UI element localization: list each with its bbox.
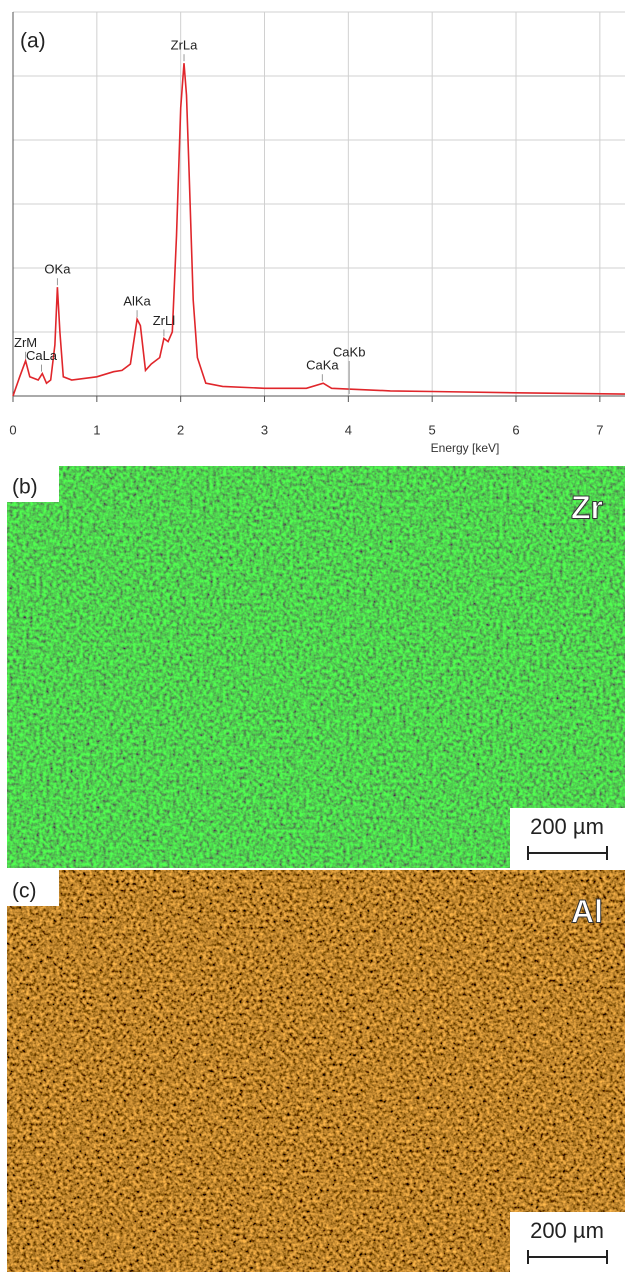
panel-label: (a)	[20, 30, 46, 53]
scale-bar-label: 200 µm	[530, 814, 604, 839]
annotation: ZrLl	[153, 313, 176, 328]
label-box	[7, 870, 59, 906]
annotation: OKa	[44, 262, 71, 277]
scale-box	[510, 1212, 625, 1272]
spectrum-line	[12, 63, 625, 397]
chart-background	[0, 0, 625, 462]
annotation: CaKa	[306, 358, 339, 373]
scale-bar	[527, 846, 608, 860]
x-tick-label: 5	[429, 422, 436, 437]
annotation: CaKb	[333, 344, 366, 359]
annotation: AlKa	[123, 294, 151, 309]
panel-label: (c)	[12, 880, 37, 903]
element-label: Al	[571, 893, 603, 929]
al-map	[7, 870, 625, 1272]
zr-map	[7, 466, 625, 868]
x-tick-label: 6	[512, 422, 519, 437]
x-tick-label: 1	[93, 422, 100, 437]
annotation: ZrLa	[171, 38, 199, 53]
annotation: ZrM	[14, 335, 37, 350]
x-tick-label: 2	[177, 422, 184, 437]
x-tick-label: 0	[9, 422, 16, 437]
x-tick-label: 3	[261, 422, 268, 437]
panel-label: (b)	[12, 476, 38, 499]
x-tick-label: 4	[345, 422, 352, 437]
scale-box	[510, 808, 625, 868]
element-label: Zr	[571, 489, 603, 525]
map-panel: (b) Zr 200 µm	[7, 466, 625, 868]
map-panel: (c) Al 200 µm	[7, 870, 625, 1272]
x-axis-label: Energy [keV]	[431, 441, 500, 455]
scale-bar	[527, 1250, 608, 1264]
scale-bar-label: 200 µm	[530, 1218, 604, 1243]
x-tick-label: 7	[596, 422, 603, 437]
annotation: CaLa	[26, 348, 58, 363]
label-box	[7, 466, 59, 502]
